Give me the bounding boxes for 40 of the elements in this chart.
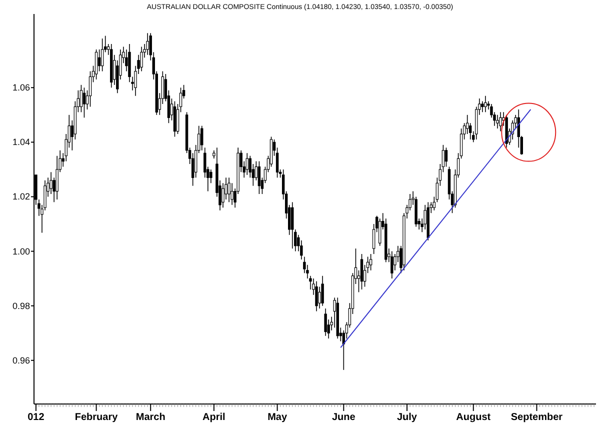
- candlestick: [496, 114, 499, 129]
- candlestick: [360, 254, 364, 290]
- candlestick: [246, 152, 248, 176]
- x-tick-label: 012: [28, 412, 45, 423]
- candlestick: [321, 275, 324, 306]
- candlestick: [146, 32, 149, 56]
- candlestick: [499, 112, 502, 132]
- x-tick-label: August: [456, 412, 492, 423]
- y-tick-label: 1.04: [12, 137, 30, 148]
- candlestick: [291, 202, 294, 249]
- x-tick-label: April: [202, 412, 226, 423]
- x-tick-label: June: [332, 412, 356, 423]
- x-tick-label: September: [510, 412, 563, 423]
- candlestick: [481, 100, 484, 113]
- candlestick: [315, 280, 318, 312]
- candlestick: [50, 172, 52, 194]
- y-tick-label: 1.00: [12, 246, 30, 256]
- y-tick-label: 1.06: [12, 82, 30, 93]
- candlestick: [98, 49, 101, 72]
- candlestick: [258, 160, 261, 194]
- x-tick-label: July: [397, 412, 418, 423]
- y-tick-label: 0.96: [12, 355, 30, 366]
- candlestick: [200, 125, 204, 151]
- candlestick: [318, 286, 321, 309]
- candlestick: [444, 147, 448, 168]
- x-tick-label: February: [74, 412, 118, 423]
- candlestick: [324, 308, 327, 336]
- y-tick-label: 0.98: [12, 300, 30, 311]
- candlestick: [94, 49, 98, 80]
- candlestick: [228, 177, 230, 203]
- candlestick: [369, 254, 372, 271]
- x-tick-label: May: [268, 412, 288, 423]
- candlestick: [484, 95, 487, 113]
- y-tick-label: 1.02: [12, 192, 30, 202]
- candlestick: [140, 46, 143, 72]
- candlestick: [390, 250, 394, 279]
- x-tick-label: March: [136, 412, 166, 423]
- candlestick: [100, 38, 104, 72]
- candlestick: [82, 87, 86, 118]
- candlestick: [210, 169, 212, 184]
